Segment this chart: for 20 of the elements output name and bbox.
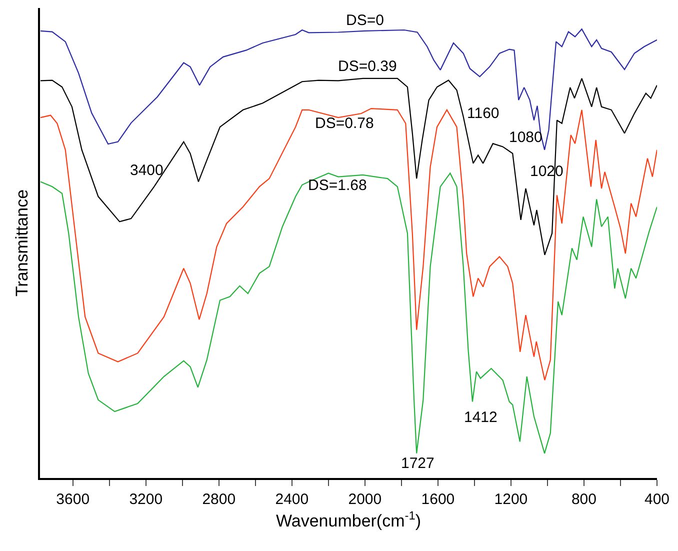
x-tick-label: 800 — [571, 490, 596, 508]
x-tick-label: 2400 — [275, 490, 309, 508]
x-tick-label: 2000 — [348, 490, 382, 508]
x-tick-label: 400 — [644, 490, 670, 508]
x-tick-label: 1200 — [494, 490, 528, 508]
series-label: DS=0 — [346, 12, 384, 29]
annotation: 3400 — [130, 162, 164, 179]
annotation: 1160 — [467, 105, 500, 122]
y-axis-title: Transmittance — [12, 189, 32, 297]
annotation: 1412 — [464, 409, 498, 426]
series-label: DS=0.39 — [338, 58, 397, 75]
x-tick-label: 3600 — [56, 490, 90, 508]
x-axis-title: Wavenumber(cm$^{-1}$) — [276, 508, 422, 531]
annotation: 1080 — [509, 129, 542, 146]
series-label: DS=1.68 — [308, 177, 367, 194]
x-tick-label: 1600 — [421, 490, 455, 508]
annotation: 1727 — [401, 455, 434, 472]
x-tick-label: 3200 — [129, 490, 163, 508]
series-label: DS=0.78 — [315, 115, 374, 132]
x-tick-label: 2800 — [202, 490, 236, 508]
